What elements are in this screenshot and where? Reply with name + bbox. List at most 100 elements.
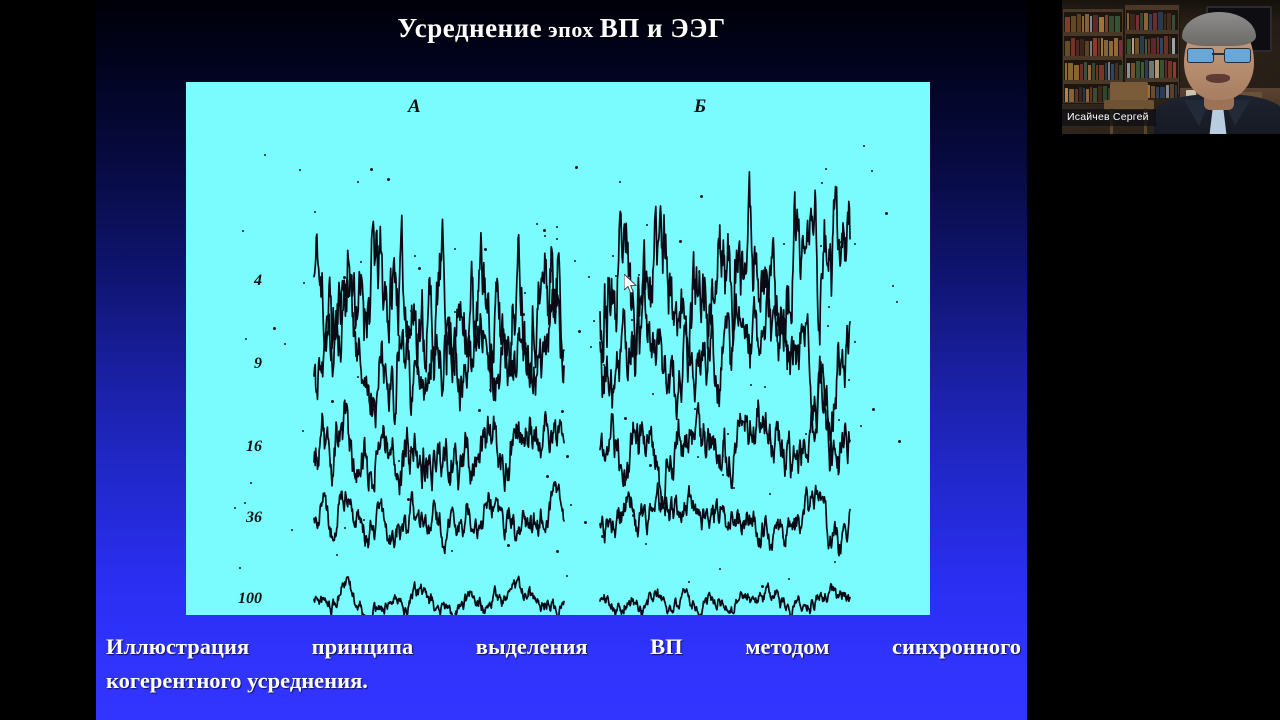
book bbox=[1141, 62, 1144, 78]
film-speck bbox=[574, 260, 576, 262]
book bbox=[1153, 13, 1157, 30]
book bbox=[1069, 89, 1074, 102]
book bbox=[1158, 12, 1163, 30]
film-speck bbox=[646, 224, 648, 226]
eeg-figure-panel: А Б 491636100200 bbox=[186, 82, 930, 615]
book bbox=[1149, 61, 1154, 78]
page-title: Усреднение эпох ВП и ЭЭГ bbox=[96, 13, 1027, 44]
film-speck bbox=[250, 482, 252, 484]
film-speck bbox=[821, 182, 823, 184]
film-speck bbox=[830, 452, 832, 454]
film-speck bbox=[239, 567, 241, 569]
film-speck bbox=[854, 341, 856, 343]
bookshelf-shelf-6 bbox=[1126, 58, 1178, 78]
eeg-trace-a-36 bbox=[313, 480, 565, 555]
book bbox=[1074, 65, 1079, 80]
film-speck bbox=[624, 478, 627, 481]
film-speck bbox=[615, 275, 617, 277]
book bbox=[1068, 63, 1073, 80]
film-speck bbox=[556, 226, 558, 228]
book bbox=[1065, 88, 1068, 102]
film-speck bbox=[578, 330, 581, 333]
participant-video-tile[interactable]: Исайчев Сергей bbox=[1062, 0, 1280, 134]
row-label-16: 16 bbox=[246, 438, 262, 455]
film-speck bbox=[302, 430, 304, 432]
book bbox=[1173, 62, 1176, 78]
book bbox=[1101, 38, 1103, 56]
film-speck bbox=[645, 543, 647, 545]
film-speck bbox=[837, 365, 839, 367]
film-speck bbox=[284, 343, 286, 345]
film-speck bbox=[892, 285, 894, 287]
film-speck bbox=[590, 346, 592, 348]
glasses-icon bbox=[1186, 48, 1252, 63]
bookshelf-shelf-2 bbox=[1064, 60, 1122, 80]
bookshelf-shelf-0 bbox=[1064, 12, 1122, 32]
film-speck bbox=[898, 440, 901, 443]
book bbox=[1084, 62, 1087, 80]
film-speck bbox=[750, 384, 752, 386]
film-speck bbox=[702, 509, 704, 511]
film-speck bbox=[363, 519, 365, 521]
title-part-small: эпох bbox=[542, 17, 600, 42]
film-speck bbox=[344, 527, 346, 529]
film-speck bbox=[631, 319, 633, 321]
book bbox=[1119, 40, 1122, 56]
film-speck bbox=[550, 269, 553, 272]
film-speck bbox=[820, 245, 822, 247]
presentation-slide: Усреднение эпох ВП и ЭЭГ А Б 49163610020… bbox=[96, 0, 1027, 720]
film-speck bbox=[825, 168, 827, 170]
film-speck bbox=[733, 487, 735, 489]
bookshelf-shelf-5 bbox=[1126, 34, 1178, 54]
book bbox=[1071, 16, 1076, 32]
book bbox=[1098, 86, 1102, 102]
glasses-bridge bbox=[1212, 53, 1224, 55]
book bbox=[1065, 17, 1070, 32]
film-speck bbox=[694, 408, 696, 410]
film-speck bbox=[885, 212, 888, 215]
video-scene-background bbox=[1062, 0, 1280, 134]
book bbox=[1115, 63, 1118, 80]
film-speck bbox=[314, 211, 316, 213]
book bbox=[1172, 38, 1175, 54]
glasses-lens-right bbox=[1224, 48, 1251, 63]
book bbox=[1077, 14, 1081, 32]
film-speck bbox=[556, 238, 558, 240]
film-speck bbox=[593, 320, 595, 322]
book bbox=[1164, 14, 1166, 30]
film-speck bbox=[489, 389, 491, 391]
film-speck bbox=[373, 408, 376, 411]
film-speck bbox=[245, 338, 247, 340]
eeg-trace-b-4 bbox=[599, 170, 851, 383]
book bbox=[1092, 63, 1095, 80]
book bbox=[1140, 36, 1144, 54]
film-speck bbox=[863, 145, 865, 147]
book bbox=[1104, 40, 1108, 56]
book bbox=[1065, 63, 1067, 80]
book bbox=[1149, 14, 1152, 30]
film-speck bbox=[454, 311, 456, 313]
eeg-trace-b-16 bbox=[599, 363, 851, 511]
eeg-trace-a-9 bbox=[313, 276, 565, 429]
film-speck bbox=[601, 375, 603, 377]
film-speck bbox=[839, 241, 841, 243]
film-speck bbox=[570, 504, 572, 506]
book bbox=[1140, 13, 1143, 30]
book bbox=[1105, 15, 1108, 32]
film-speck bbox=[727, 433, 729, 435]
book bbox=[1132, 38, 1134, 54]
book bbox=[1093, 38, 1097, 56]
film-speck bbox=[303, 282, 305, 284]
film-speck bbox=[834, 561, 836, 563]
book bbox=[1130, 14, 1135, 30]
film-speck bbox=[805, 433, 807, 435]
caption-line-1: Иллюстрация принципа выделения ВП методо… bbox=[106, 634, 1021, 659]
book bbox=[1108, 62, 1110, 80]
book bbox=[1109, 41, 1113, 56]
film-speck bbox=[632, 514, 635, 517]
book bbox=[1085, 14, 1089, 32]
book bbox=[1151, 38, 1156, 54]
film-speck bbox=[410, 310, 412, 312]
film-speck bbox=[860, 425, 862, 427]
